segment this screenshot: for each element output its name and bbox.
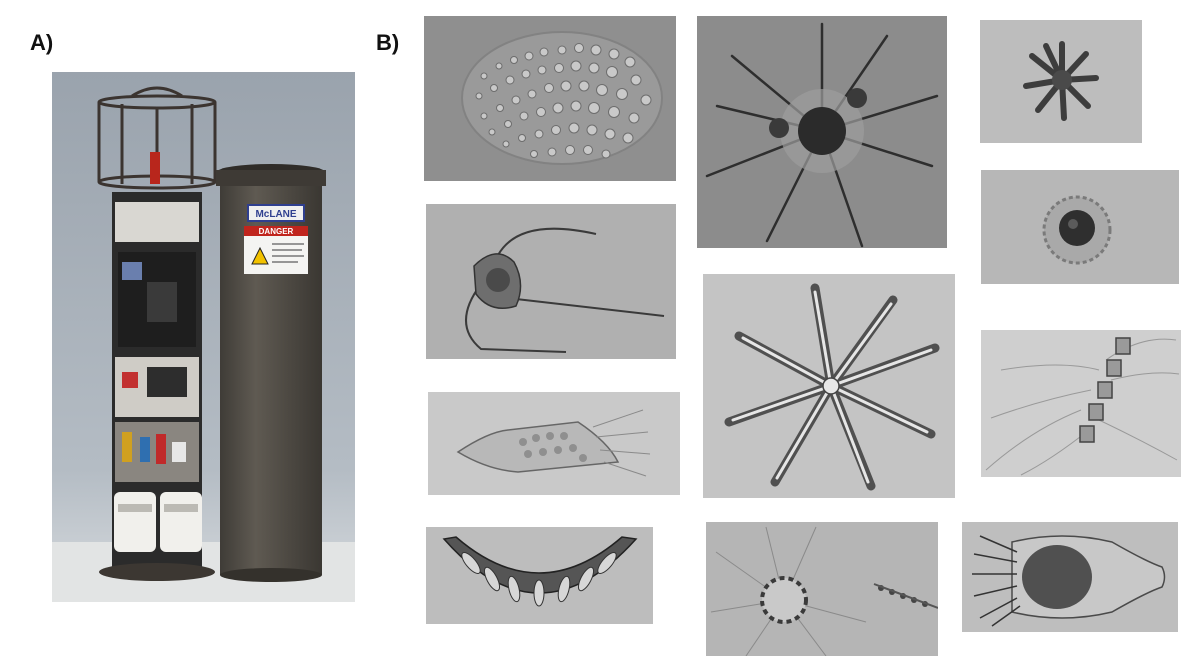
- instrument-photo: McLANE DANGER: [52, 72, 355, 602]
- micrograph-3: [980, 20, 1142, 143]
- micrograph-4: [426, 204, 676, 359]
- micrograph-1: [424, 16, 676, 181]
- micrograph-2: [697, 16, 947, 248]
- micrograph-7: [428, 392, 680, 495]
- micrograph-9: [426, 527, 653, 624]
- danger-text: DANGER: [259, 227, 294, 236]
- micrograph-10: [706, 522, 938, 656]
- panel-b-label: B): [376, 30, 400, 55]
- micrograph-8: [981, 330, 1181, 477]
- micrograph-11: [962, 522, 1178, 632]
- micrograph-6: [981, 170, 1179, 284]
- panel-a-label: A): [30, 30, 54, 55]
- pressure-housing: McLANE DANGER: [216, 164, 326, 582]
- brand-text: McLANE: [255, 209, 296, 220]
- micrograph-5: [703, 274, 955, 498]
